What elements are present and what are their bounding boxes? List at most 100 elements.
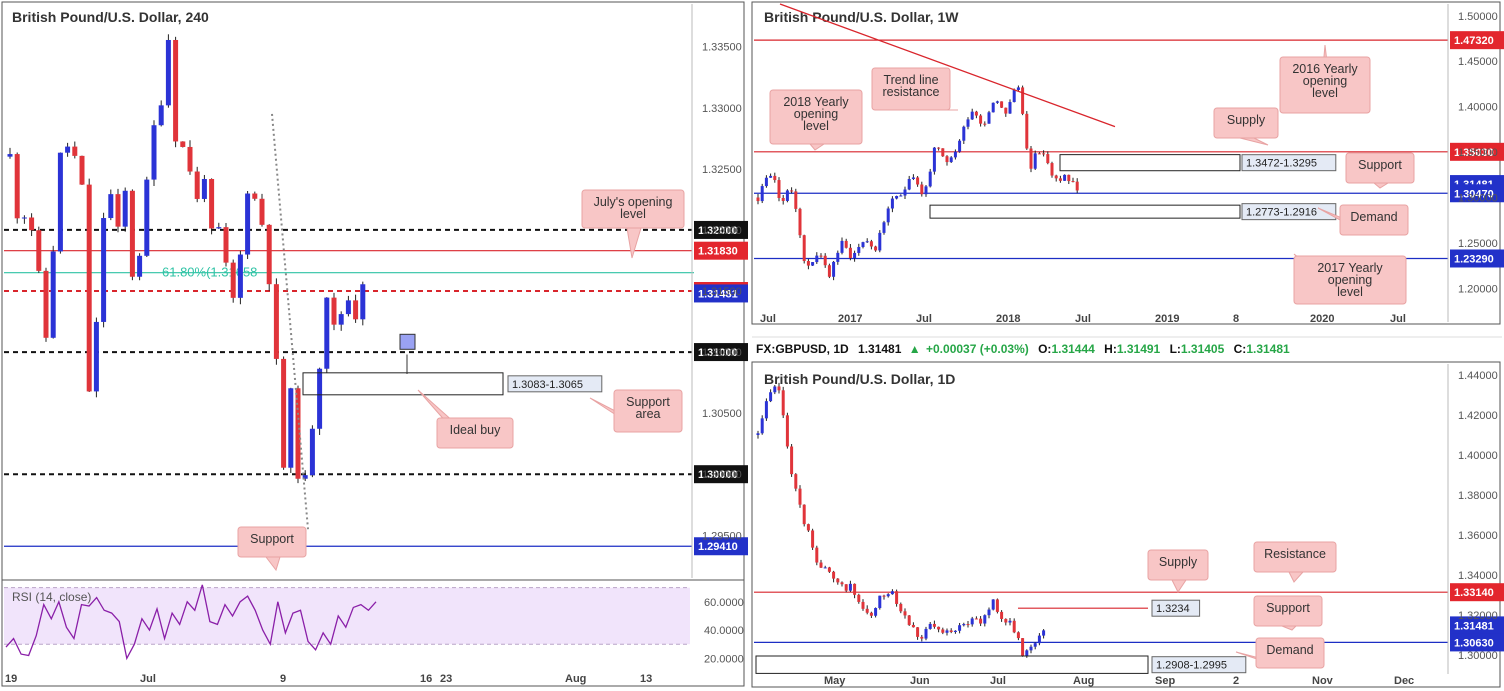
candle-down bbox=[777, 180, 781, 198]
h4-last-price-tag-label: 1.31481 bbox=[698, 288, 738, 300]
d1-y-tick-label: 1.36000 bbox=[1458, 530, 1498, 542]
candle-down bbox=[798, 208, 802, 236]
candle-down bbox=[180, 141, 186, 147]
candle-up bbox=[769, 392, 773, 402]
candle-up bbox=[953, 151, 957, 158]
h4-ideal-buy-marker bbox=[399, 333, 416, 350]
candle-up bbox=[840, 240, 844, 253]
candle-up bbox=[302, 475, 308, 479]
d1-supply-zone-label-box bbox=[1151, 599, 1201, 617]
candle-down bbox=[115, 194, 121, 227]
h4-callout-support-box bbox=[237, 526, 307, 558]
info-change: +0.00037 (+0.03%) bbox=[926, 342, 1029, 356]
candle-up bbox=[324, 297, 330, 369]
candle-down bbox=[811, 530, 815, 548]
d1-callout-support-text: Support bbox=[1266, 601, 1310, 615]
w1-y-tick-label: 1.50000 bbox=[1458, 11, 1498, 23]
candle-down bbox=[794, 474, 798, 489]
w1-x-tick-label: 2019 bbox=[1155, 313, 1179, 325]
d1-demand-zone-label-box bbox=[1151, 656, 1247, 674]
candle-down bbox=[979, 115, 983, 124]
candle-up bbox=[886, 594, 890, 597]
w1-y-tick-label: 1.20000 bbox=[1458, 283, 1498, 295]
candle-down bbox=[941, 629, 945, 633]
w1-supply-zone-label: 1.3472-1.3295 bbox=[1246, 158, 1317, 170]
d1-y-tick-label: 1.44000 bbox=[1458, 370, 1498, 382]
candle-up bbox=[7, 154, 13, 157]
d1-callout-demand-box bbox=[1255, 637, 1325, 669]
candle-down bbox=[857, 594, 861, 602]
candle-down bbox=[1016, 632, 1020, 639]
candle-down bbox=[895, 591, 899, 604]
d1-x-tick-label: Sep bbox=[1155, 675, 1175, 687]
candle-up bbox=[865, 241, 869, 243]
w1-callout-2017-box bbox=[1293, 255, 1407, 305]
w1-demand-zone-label: 1.2773-1.2916 bbox=[1246, 207, 1317, 219]
candle-up bbox=[970, 111, 974, 120]
w1-callout-2016-box bbox=[1279, 56, 1371, 114]
w1-callout-demand-box bbox=[1339, 204, 1409, 236]
candle-up bbox=[861, 242, 865, 248]
candle-up bbox=[903, 189, 907, 196]
candle-down bbox=[79, 155, 85, 185]
candle-down bbox=[979, 618, 983, 624]
candle-up bbox=[360, 284, 366, 320]
candle-up bbox=[991, 102, 995, 113]
candle-down bbox=[941, 148, 945, 157]
d1-last-price-tag-label: 1.31481 bbox=[1454, 620, 1494, 632]
d1-panel-frame bbox=[751, 361, 1501, 688]
h4-y-tick-label: 1.33000 bbox=[702, 103, 742, 115]
h4-callout-support-area-text: area bbox=[635, 407, 660, 421]
candle-up bbox=[216, 227, 222, 229]
w1-callout-2017-text: level bbox=[1337, 285, 1363, 299]
h4-rsi-tick-label: 60.0000 bbox=[704, 597, 744, 609]
h4-level-tag-label: 1.31000 bbox=[698, 347, 738, 359]
h4-level-tag bbox=[694, 537, 748, 556]
candle-up bbox=[907, 178, 911, 190]
w1-level-tag bbox=[1450, 31, 1504, 50]
candle-down bbox=[827, 265, 831, 277]
candle-down bbox=[223, 227, 229, 263]
candle-up bbox=[987, 112, 991, 124]
candle-up bbox=[958, 625, 962, 631]
h4-x-tick-label: 16 bbox=[420, 673, 432, 685]
candle-down bbox=[899, 603, 903, 612]
candle-up bbox=[760, 418, 764, 434]
candle-up bbox=[245, 193, 251, 255]
h4-zone-label: 1.3083-1.3065 bbox=[512, 379, 583, 391]
candle-down bbox=[1000, 611, 1004, 619]
candle-up bbox=[345, 300, 351, 315]
h4-callout-support-area-text: Support bbox=[626, 395, 670, 409]
h4-y-tick-label: 1.29500 bbox=[702, 530, 742, 542]
w1-callout-2016-text: level bbox=[1312, 86, 1338, 100]
candle-down bbox=[869, 241, 873, 247]
candle-down bbox=[29, 217, 35, 231]
candle-up bbox=[237, 254, 243, 298]
candle-up bbox=[928, 623, 932, 629]
candle-up bbox=[811, 262, 815, 266]
candle-up bbox=[122, 190, 128, 227]
h4-y-tick-label: 1.31500 bbox=[702, 286, 742, 298]
w1-callout-trendline-text: resistance bbox=[883, 85, 940, 99]
candle-up bbox=[899, 195, 903, 197]
h4-title: British Pound/U.S. Dollar, 240 bbox=[12, 9, 209, 25]
h4-rsi-band bbox=[4, 587, 690, 645]
candle-down bbox=[819, 562, 823, 568]
candle-down bbox=[194, 171, 200, 199]
candle-up bbox=[1008, 102, 1012, 114]
d1-x-tick-label: Nov bbox=[1312, 675, 1334, 687]
candle-up bbox=[317, 368, 323, 429]
candle-down bbox=[937, 147, 941, 149]
candle-up bbox=[65, 146, 71, 153]
candle-down bbox=[1067, 174, 1071, 182]
candle-up bbox=[882, 222, 886, 233]
candle-up bbox=[924, 186, 928, 195]
d1-x-tick-label: Aug bbox=[1073, 675, 1094, 687]
w1-callout-trendline-text: Trend line bbox=[883, 73, 938, 87]
w1-supply-zone bbox=[1059, 154, 1241, 172]
h4-y-tick-label: 1.30000 bbox=[702, 469, 742, 481]
w1-callout-2016-text: 2016 Yearly bbox=[1292, 62, 1358, 76]
w1-callout-support-text: Support bbox=[1358, 158, 1402, 172]
candle-down bbox=[844, 240, 848, 248]
w1-x-tick-label: 8 bbox=[1233, 313, 1239, 325]
